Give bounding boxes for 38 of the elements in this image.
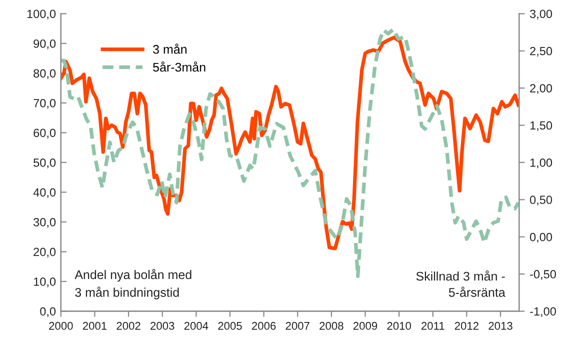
x-tick-label: 2006 [252, 322, 276, 330]
x-tick-label: 2004 [184, 322, 208, 330]
legend-label: 5år-3mån [153, 61, 206, 72]
y-tick-label: 70,0 [34, 98, 56, 109]
annotation: Skillnad 3 mån - 5-årsränta [416, 270, 506, 297]
x-tick-label: 2013 [488, 322, 512, 330]
y-tick-label: 10,0 [34, 278, 56, 288]
annotation: Andel nya bolån med 3 mån bindningstid [74, 268, 192, 300]
y-tick-label: 30,0 [34, 218, 56, 228]
x-tick-label: 2005 [218, 322, 242, 330]
y-tick-label: 0,0 [40, 307, 56, 318]
x-tick-label: 2008 [320, 322, 344, 330]
x-tick-label: 2012 [454, 322, 478, 330]
y-tick-label: 50,0 [34, 158, 56, 168]
y-tick-label: 20,0 [34, 248, 56, 258]
y2-tick-label: -1,00 [530, 307, 556, 318]
x-tick-label: 2002 [116, 322, 140, 330]
y2-tick-label: 1,00 [530, 158, 552, 168]
y2-tick-label: -0,50 [530, 270, 556, 280]
x-tick-label: 2009 [353, 322, 378, 330]
y2-tick-label: 1,50 [530, 121, 552, 132]
y-tick-label: 90,0 [34, 39, 56, 50]
x-tick-label: 2010 [387, 322, 411, 330]
legend-label: 3 mån [153, 44, 186, 54]
y-tick-label: 60,0 [34, 128, 56, 138]
y-tick-label: 80,0 [34, 69, 56, 79]
y2-tick-label: 3,00 [530, 10, 552, 20]
x-tick-label: 2001 [82, 322, 107, 330]
y2-tick-label: 0,50 [530, 196, 552, 206]
x-tick-label: 2003 [150, 322, 174, 330]
y2-tick-label: 2,50 [530, 46, 552, 57]
y-tick-label: 40,0 [33, 188, 56, 198]
x-tick-label: 2011 [421, 322, 444, 330]
x-tick-label: 2007 [286, 322, 310, 330]
x-tick-label: 2000 [49, 322, 73, 330]
y-tick-label: 100,0 [27, 10, 56, 20]
y2-tick-label: 0,00 [530, 232, 552, 243]
y2-tick-label: 2,00 [530, 84, 552, 94]
